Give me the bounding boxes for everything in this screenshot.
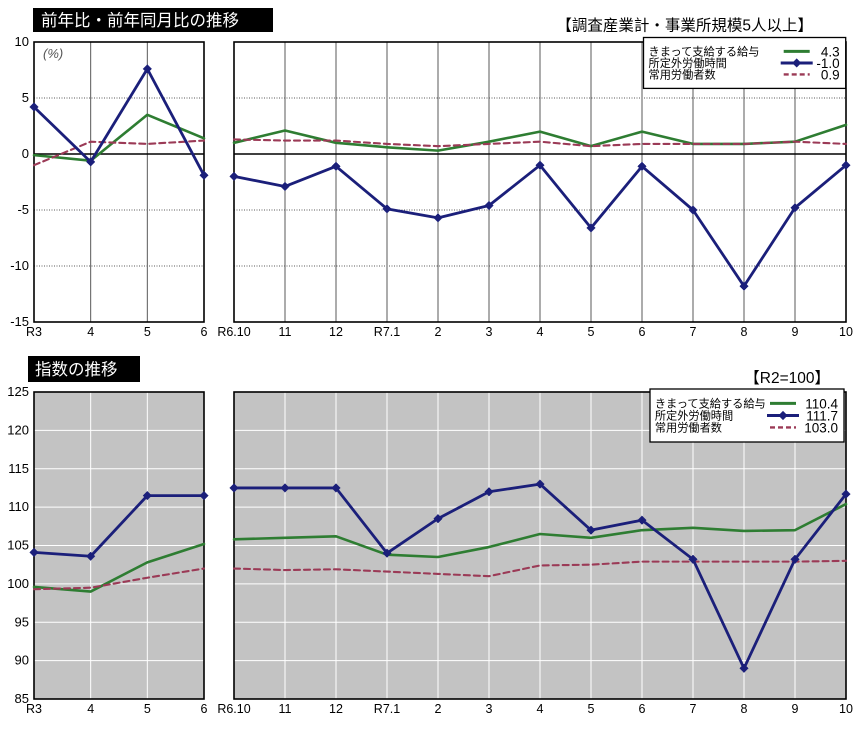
svg-text:0.9: 0.9 xyxy=(821,67,840,82)
svg-text:6: 6 xyxy=(201,325,208,339)
svg-text:6: 6 xyxy=(639,325,646,339)
svg-text:所定外労働時間: 所定外労働時間 xyxy=(655,409,733,423)
svg-text:(%): (%) xyxy=(43,46,63,61)
svg-text:5: 5 xyxy=(144,325,151,339)
svg-text:R7.1: R7.1 xyxy=(374,702,400,716)
svg-text:10: 10 xyxy=(15,34,29,49)
svg-text:5: 5 xyxy=(588,702,595,716)
svg-text:10: 10 xyxy=(839,325,853,339)
svg-text:3: 3 xyxy=(486,325,493,339)
svg-text:8: 8 xyxy=(741,325,748,339)
svg-text:5: 5 xyxy=(144,702,151,716)
svg-text:12: 12 xyxy=(329,702,343,716)
svg-text:12: 12 xyxy=(329,325,343,339)
svg-text:【R2=100】: 【R2=100】 xyxy=(744,370,830,387)
svg-text:95: 95 xyxy=(15,614,29,629)
svg-text:4: 4 xyxy=(537,702,544,716)
svg-text:125: 125 xyxy=(7,384,29,399)
svg-text:2: 2 xyxy=(435,325,442,339)
svg-text:所定外労働時間: 所定外労働時間 xyxy=(649,56,727,70)
svg-text:R3: R3 xyxy=(26,702,42,716)
svg-text:きまって支給する給与: きまって支給する給与 xyxy=(649,44,760,58)
svg-text:3: 3 xyxy=(486,702,493,716)
svg-text:6: 6 xyxy=(201,702,208,716)
svg-text:4: 4 xyxy=(87,702,94,716)
svg-text:きまって支給する給与: きまって支給する給与 xyxy=(655,396,766,410)
svg-text:R3: R3 xyxy=(26,325,42,339)
svg-text:R6.10: R6.10 xyxy=(217,325,250,339)
svg-text:10: 10 xyxy=(839,702,853,716)
svg-text:R6.10: R6.10 xyxy=(217,702,250,716)
svg-text:常用労働者数: 常用労働者数 xyxy=(655,420,722,434)
svg-text:9: 9 xyxy=(792,702,799,716)
svg-text:5: 5 xyxy=(22,90,29,105)
svg-text:115: 115 xyxy=(8,461,29,476)
svg-text:8: 8 xyxy=(741,702,748,716)
svg-text:-5: -5 xyxy=(17,202,29,217)
svg-text:9: 9 xyxy=(792,325,799,339)
svg-text:4: 4 xyxy=(87,325,94,339)
svg-text:103.0: 103.0 xyxy=(804,420,838,435)
svg-text:指数の推移: 指数の推移 xyxy=(35,360,118,379)
svg-text:常用労働者数: 常用労働者数 xyxy=(649,67,716,81)
svg-text:110: 110 xyxy=(8,499,29,514)
svg-text:6: 6 xyxy=(639,702,646,716)
svg-text:105: 105 xyxy=(7,538,29,553)
svg-text:11: 11 xyxy=(279,702,292,716)
svg-text:11: 11 xyxy=(279,325,292,339)
svg-text:前年比・前年同月比の推移: 前年比・前年同月比の推移 xyxy=(41,11,239,30)
svg-text:R7.1: R7.1 xyxy=(374,325,400,339)
svg-text:0: 0 xyxy=(22,146,29,161)
svg-text:100: 100 xyxy=(7,576,29,591)
svg-text:90: 90 xyxy=(15,653,29,668)
svg-text:5: 5 xyxy=(588,325,595,339)
svg-text:4: 4 xyxy=(537,325,544,339)
svg-text:120: 120 xyxy=(7,422,29,437)
svg-text:-10: -10 xyxy=(10,258,29,273)
svg-text:7: 7 xyxy=(690,325,697,339)
svg-text:【調査産業計・事業所規模5人以上】: 【調査産業計・事業所規模5人以上】 xyxy=(556,17,813,35)
svg-text:2: 2 xyxy=(435,702,442,716)
svg-text:7: 7 xyxy=(690,702,697,716)
